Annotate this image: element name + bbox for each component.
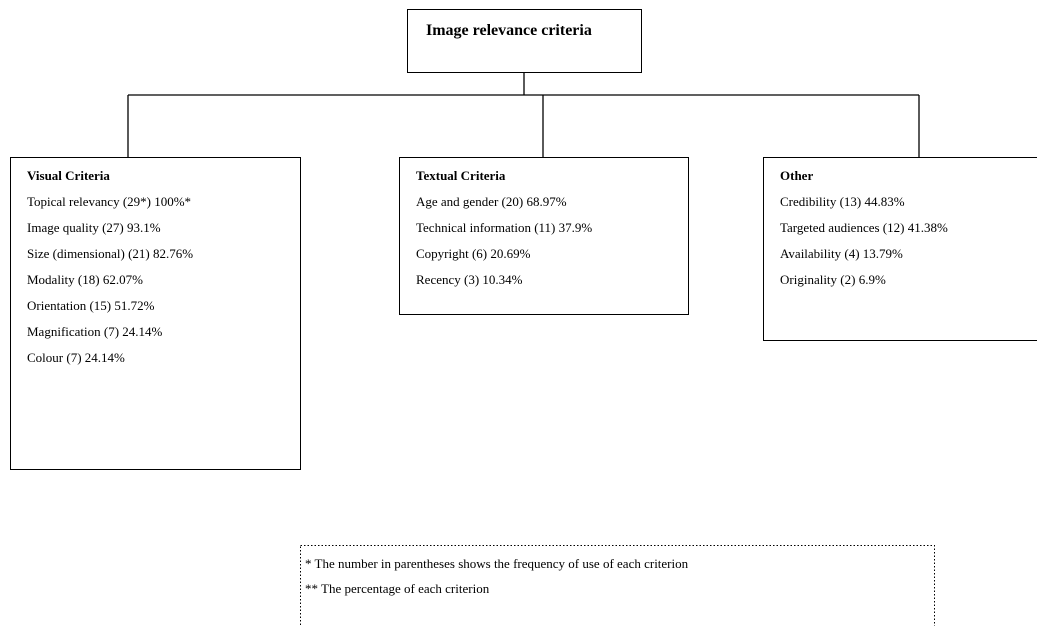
criterion: Credibility (13) 44.83% <box>780 194 905 209</box>
root-box <box>407 9 642 73</box>
group-title: Visual Criteria <box>27 168 110 183</box>
root-title: Image relevance criteria <box>426 22 592 39</box>
footnote: * The number in parentheses shows the fr… <box>305 556 689 571</box>
criterion: Image quality (27) 93.1% <box>27 220 161 235</box>
group-box <box>399 157 689 315</box>
criterion: Targeted audiences (12) 41.38% <box>780 220 948 235</box>
group-box <box>763 157 1037 341</box>
criterion: Size (dimensional) (21) 82.76% <box>27 246 193 261</box>
criterion: Copyright (6) 20.69% <box>416 246 531 261</box>
criterion: Orientation (15) 51.72% <box>27 298 155 313</box>
group-box <box>10 157 301 470</box>
criterion: Topical relevancy (29*) 100%* <box>27 194 191 209</box>
criterion: Colour (7) 24.14% <box>27 350 125 365</box>
criterion: Recency (3) 10.34% <box>416 272 523 287</box>
connectors <box>127 72 920 157</box>
footnote-box <box>300 545 935 626</box>
criterion: Originality (2) 6.9% <box>780 272 886 287</box>
criterion: Age and gender (20) 68.97% <box>416 194 567 209</box>
group-title: Other <box>780 168 813 183</box>
criterion: Technical information (11) 37.9% <box>416 220 592 235</box>
criterion: Availability (4) 13.79% <box>780 246 903 261</box>
group-title: Textual Criteria <box>416 168 506 183</box>
criterion: Modality (18) 62.07% <box>27 272 143 287</box>
footnote: ** The percentage of each criterion <box>305 581 490 596</box>
criterion: Magnification (7) 24.14% <box>27 324 163 339</box>
